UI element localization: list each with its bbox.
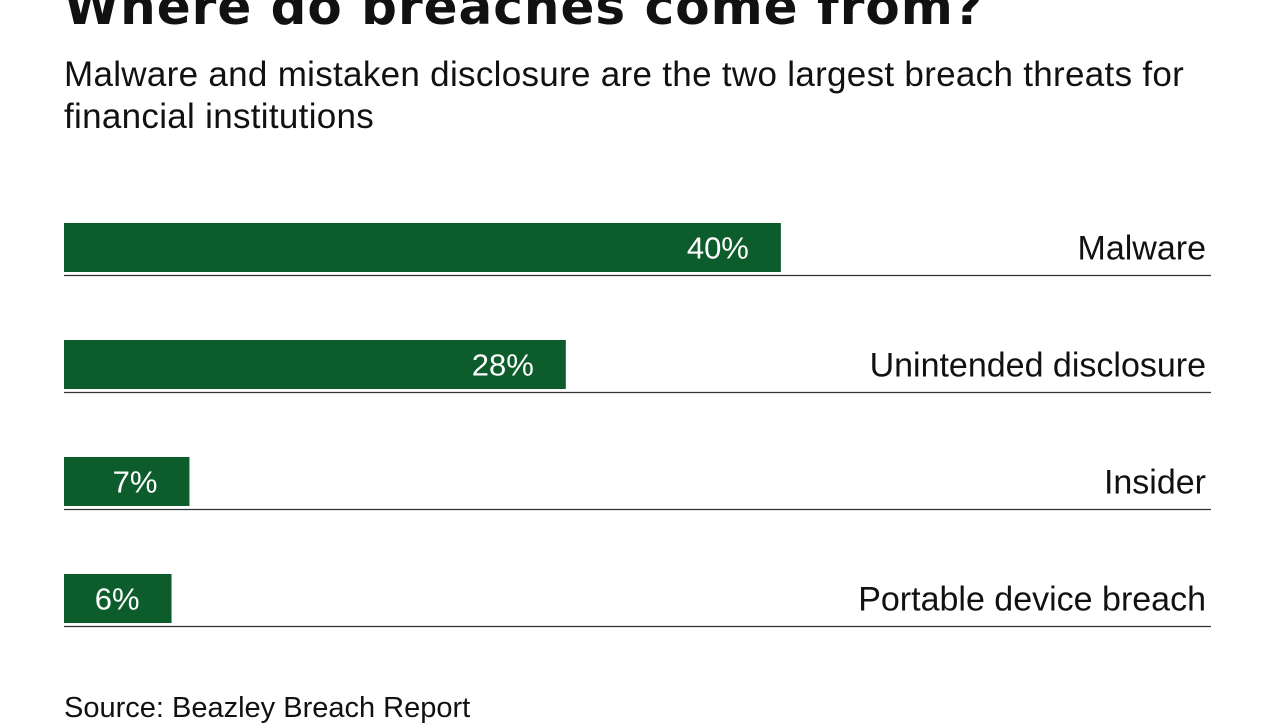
bar-value-label: 6% bbox=[95, 582, 140, 617]
bar bbox=[64, 457, 190, 506]
chart-title: Where do breaches come from? bbox=[64, 0, 984, 36]
bar-value-label: 28% bbox=[472, 348, 534, 383]
bar bbox=[64, 340, 566, 389]
source-note: Source: Beazley Breach Report bbox=[64, 692, 471, 724]
category-label: Insider bbox=[1104, 464, 1206, 502]
bar-value-label: 7% bbox=[113, 465, 158, 500]
bar bbox=[64, 574, 172, 623]
category-label: Malware bbox=[1078, 230, 1206, 268]
category-label: Unintended disclosure bbox=[870, 347, 1206, 385]
category-label: Portable device breach bbox=[858, 581, 1206, 619]
bar-value-label: 40% bbox=[687, 231, 749, 266]
chart-subtitle: Malware and mistaken disclosure are the … bbox=[64, 55, 1185, 136]
bar bbox=[64, 223, 781, 272]
